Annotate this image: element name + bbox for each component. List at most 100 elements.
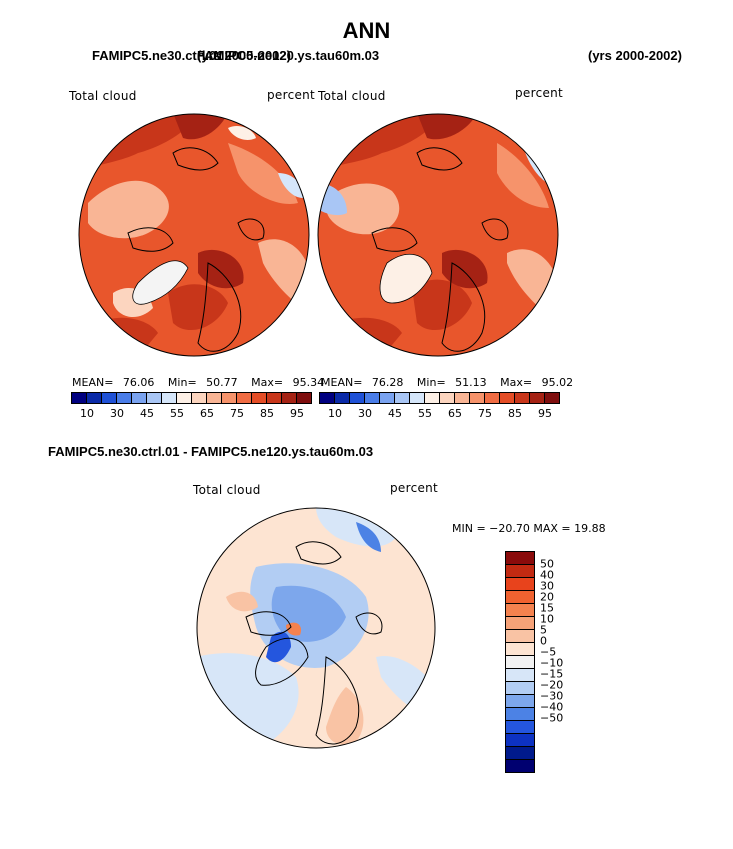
panel1-min: 50.77: [206, 376, 238, 389]
panel1-variable: Total cloud: [69, 89, 137, 103]
colorbar-swatch: [206, 392, 222, 404]
colorbar-tick-label: 30: [110, 407, 124, 420]
colorbar-swatch: [101, 392, 117, 404]
diff-colorbar-tick-label: 10: [540, 612, 554, 626]
diff-colorbar: [505, 551, 535, 773]
colorbar-swatch: [499, 392, 515, 404]
diff-colorbar-tick-label: 30: [540, 579, 554, 593]
colorbar-swatch: [176, 392, 192, 404]
panel1-units: percent: [267, 88, 316, 102]
colorbar-swatch: [319, 392, 335, 404]
colorbar-swatch: [505, 707, 535, 721]
colorbar-swatch: [505, 590, 535, 604]
colorbar-tick-label: 55: [418, 407, 432, 420]
diff-colorbar-tick-label: −50: [540, 711, 564, 725]
panel2-variable: Total cloud: [318, 89, 386, 103]
colorbar-swatch: [191, 392, 207, 404]
colorbar-swatch: [505, 564, 535, 578]
colorbar-tick-label: 10: [80, 407, 94, 420]
colorbar-swatch: [469, 392, 485, 404]
panel2-min: 51.13: [455, 376, 487, 389]
diff-colorbar-tick-label: −30: [540, 689, 564, 703]
panel1-max-label: Max=: [251, 376, 284, 389]
diff-units: percent: [390, 481, 439, 495]
colorbar-tick-label: 55: [170, 407, 184, 420]
colorbar-swatch: [409, 392, 425, 404]
panel1-min-label: Min=: [167, 376, 197, 389]
colorbar-swatch: [505, 577, 535, 591]
diff-colorbar-tick-label: 40: [540, 568, 554, 582]
colorbar-tick-label: 85: [508, 407, 522, 420]
colorbar-swatch: [454, 392, 470, 404]
panel1-stats: MEAN= 76.06 Min= 50.77 Max= 95.34: [72, 376, 324, 389]
polar-map-2: [317, 113, 559, 357]
colorbar-swatch: [379, 392, 395, 404]
colorbar-tick-label: 10: [328, 407, 342, 420]
years-label-right: (yrs 2000-2002): [588, 48, 682, 63]
colorbar-2-ticks: 10 30 45 55 65 75 85 95: [320, 407, 560, 421]
colorbar-swatch: [544, 392, 560, 404]
panel1-mean: 76.06: [122, 376, 155, 389]
colorbar-swatch: [505, 746, 535, 760]
colorbar-tick-label: 95: [538, 407, 552, 420]
colorbar-swatch: [514, 392, 530, 404]
diff-colorbar-tick-label: −20: [540, 678, 564, 692]
colorbar-swatch: [334, 392, 350, 404]
colorbar-swatch: [505, 720, 535, 734]
colorbar-swatch: [394, 392, 410, 404]
colorbar-swatch: [505, 681, 535, 695]
colorbar-swatch: [505, 603, 535, 617]
colorbar-swatch: [505, 655, 535, 669]
colorbar-swatch: [505, 759, 535, 773]
panel1-max: 95.34: [292, 376, 325, 389]
diff-variable: Total cloud: [193, 483, 261, 497]
colorbar-swatch: [86, 392, 102, 404]
panel2-stats: MEAN= 76.28 Min= 51.13 Max= 95.02: [321, 376, 573, 389]
colorbar-swatch: [161, 392, 177, 404]
colorbar-tick-label: 85: [260, 407, 274, 420]
diff-colorbar-tick-label: −5: [540, 645, 557, 659]
colorbar-1-ticks: 10 30 45 55 65 75 85 95: [72, 407, 312, 421]
panel2-min-label: Min=: [416, 376, 446, 389]
colorbar-swatch: [505, 668, 535, 682]
colorbar-swatch: [364, 392, 380, 404]
colorbar-swatch: [116, 392, 132, 404]
colorbar-swatch: [505, 642, 535, 656]
colorbar-swatch: [505, 694, 535, 708]
panel2-units: percent: [515, 86, 564, 100]
colorbar-tick-label: 95: [290, 407, 304, 420]
panel2-mean: 76.28: [371, 376, 404, 389]
colorbar-tick-label: 30: [358, 407, 372, 420]
colorbar-swatch: [349, 392, 365, 404]
diff-colorbar-ticks: 50 40 30 20 15 10 5 0 −5 −10 −15 −20 −30 −40 −50: [540, 552, 580, 752]
polar-map-1: [78, 113, 310, 357]
colorbar-swatch: [71, 392, 87, 404]
colorbar-swatch: [236, 392, 252, 404]
colorbar-swatch: [529, 392, 545, 404]
diff-colorbar-tick-label: −10: [540, 656, 564, 670]
panel1-mean-label: MEAN=: [72, 376, 114, 389]
diff-title: FAMIPC5.ne30.ctrl.01 - FAMIPC5.ne120.ys.…: [48, 444, 374, 459]
colorbar-swatch: [296, 392, 312, 404]
colorbar-swatch: [146, 392, 162, 404]
diff-colorbar-tick-label: −40: [540, 700, 564, 714]
polar-map-diff: [196, 507, 436, 749]
colorbar-tick-label: 75: [478, 407, 492, 420]
colorbar-tick-label: 75: [230, 407, 244, 420]
colorbar-tick-label: 45: [140, 407, 154, 420]
colorbar-swatch: [505, 551, 535, 565]
case-title-1: FAMIPC5.ne30.ctrl.01: [92, 48, 224, 63]
colorbar-swatch: [424, 392, 440, 404]
colorbar-2: [319, 392, 560, 404]
diff-colorbar-tick-label: −15: [540, 667, 564, 681]
diff-colorbar-tick-label: 5: [540, 623, 547, 637]
colorbar-swatch: [484, 392, 500, 404]
colorbar-swatch: [281, 392, 297, 404]
colorbar-swatch: [505, 629, 535, 643]
diff-colorbar-tick-label: 15: [540, 601, 554, 615]
colorbar-swatch: [221, 392, 237, 404]
panel2-max: 95.02: [541, 376, 574, 389]
colorbar-tick-label: 45: [388, 407, 402, 420]
panel2-max-label: Max=: [500, 376, 533, 389]
case-title-2: FAMIPC5.ne120.ys.tau60m.03: [197, 48, 380, 63]
